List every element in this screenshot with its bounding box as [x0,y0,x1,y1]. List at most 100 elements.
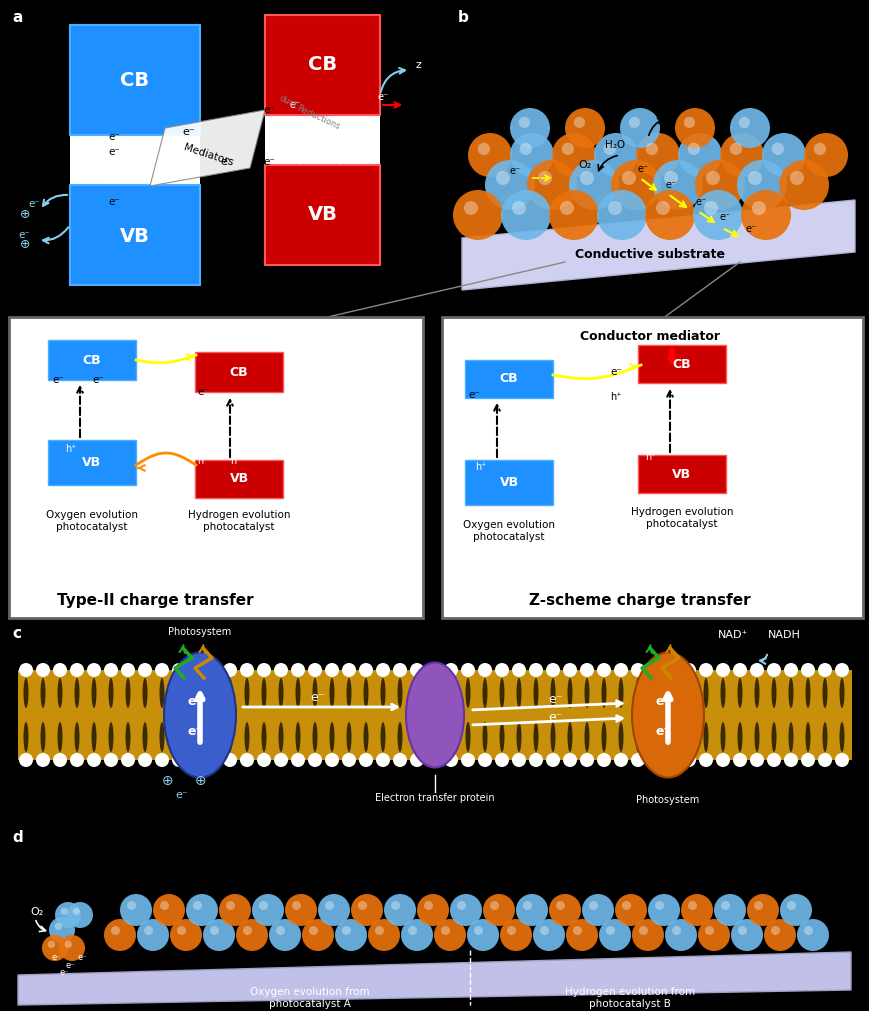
Circle shape [552,133,596,177]
Ellipse shape [329,678,335,708]
Circle shape [70,663,84,677]
Circle shape [780,894,812,926]
Circle shape [767,663,781,677]
Text: Hydrogen evolution from
photocatalyst B: Hydrogen evolution from photocatalyst B [565,987,695,1009]
Ellipse shape [432,678,436,708]
Circle shape [561,143,574,155]
Circle shape [55,923,62,930]
Circle shape [527,160,577,210]
Ellipse shape [788,678,793,708]
Circle shape [645,190,695,240]
Circle shape [665,753,679,767]
Text: e⁻: e⁻ [310,691,324,704]
Circle shape [629,117,640,128]
Ellipse shape [363,678,368,708]
Circle shape [408,926,417,935]
Circle shape [87,753,101,767]
Circle shape [540,926,549,935]
Circle shape [464,201,478,215]
Circle shape [665,919,697,951]
Circle shape [461,753,475,767]
Circle shape [646,143,658,155]
Circle shape [189,753,203,767]
Circle shape [614,663,628,677]
Circle shape [368,919,400,951]
Bar [48,440,136,485]
Ellipse shape [210,678,216,708]
Circle shape [468,133,512,177]
Circle shape [682,753,696,767]
Ellipse shape [295,722,301,752]
Circle shape [818,663,832,677]
Ellipse shape [125,722,130,752]
Circle shape [720,133,764,177]
Ellipse shape [839,678,845,708]
Circle shape [614,753,628,767]
Text: ⊕: ⊕ [195,774,207,788]
Ellipse shape [295,678,301,708]
Text: z: z [415,60,421,70]
Text: VB: VB [83,456,102,468]
Circle shape [67,902,93,928]
Text: e⁻: e⁻ [610,367,622,377]
Text: NADH: NADH [768,630,801,640]
Circle shape [636,133,680,177]
Circle shape [19,663,33,677]
Circle shape [549,190,599,240]
Text: h⁺: h⁺ [230,456,242,466]
Circle shape [835,663,849,677]
Circle shape [155,753,169,767]
Text: e⁻: e⁻ [656,725,671,738]
Ellipse shape [466,678,470,708]
Circle shape [55,902,81,928]
Text: Photosystem: Photosystem [636,795,700,805]
Circle shape [804,133,848,177]
Circle shape [495,663,509,677]
Text: e⁻: e⁻ [263,105,275,115]
Circle shape [335,919,367,951]
Bar [195,352,283,392]
Ellipse shape [432,722,436,752]
Circle shape [580,171,594,185]
Circle shape [648,753,662,767]
Text: ⊕: ⊕ [162,774,174,788]
Ellipse shape [601,722,607,752]
Text: Electron transfer protein: Electron transfer protein [375,793,494,803]
Circle shape [656,201,670,215]
Circle shape [764,919,796,951]
Bar [638,345,726,383]
Circle shape [121,753,135,767]
Circle shape [226,901,235,910]
Circle shape [704,201,718,215]
Text: e⁻: e⁻ [78,953,88,962]
Ellipse shape [313,678,317,708]
Text: e⁻: e⁻ [108,147,120,157]
Circle shape [111,926,120,935]
Text: e⁻: e⁻ [108,132,120,142]
Text: Reductions: Reductions [295,104,341,132]
Circle shape [259,901,268,910]
Circle shape [835,753,849,767]
Ellipse shape [244,678,249,708]
Bar [265,15,380,115]
Circle shape [342,663,356,677]
Text: Hydrogen evolution
photocatalyst: Hydrogen evolution photocatalyst [188,510,290,532]
Ellipse shape [278,722,283,752]
Ellipse shape [687,678,692,708]
Circle shape [699,753,713,767]
Text: b: b [458,10,469,25]
Circle shape [87,663,101,677]
Text: e⁻: e⁻ [263,157,275,167]
Circle shape [560,201,574,215]
Text: VB: VB [673,467,692,480]
Circle shape [42,935,68,961]
Circle shape [597,753,611,767]
Circle shape [291,753,305,767]
Ellipse shape [91,722,96,752]
Circle shape [546,663,560,677]
Ellipse shape [228,722,233,752]
Circle shape [684,117,695,128]
Circle shape [752,201,766,215]
Bar [18,670,852,760]
Ellipse shape [194,722,198,752]
